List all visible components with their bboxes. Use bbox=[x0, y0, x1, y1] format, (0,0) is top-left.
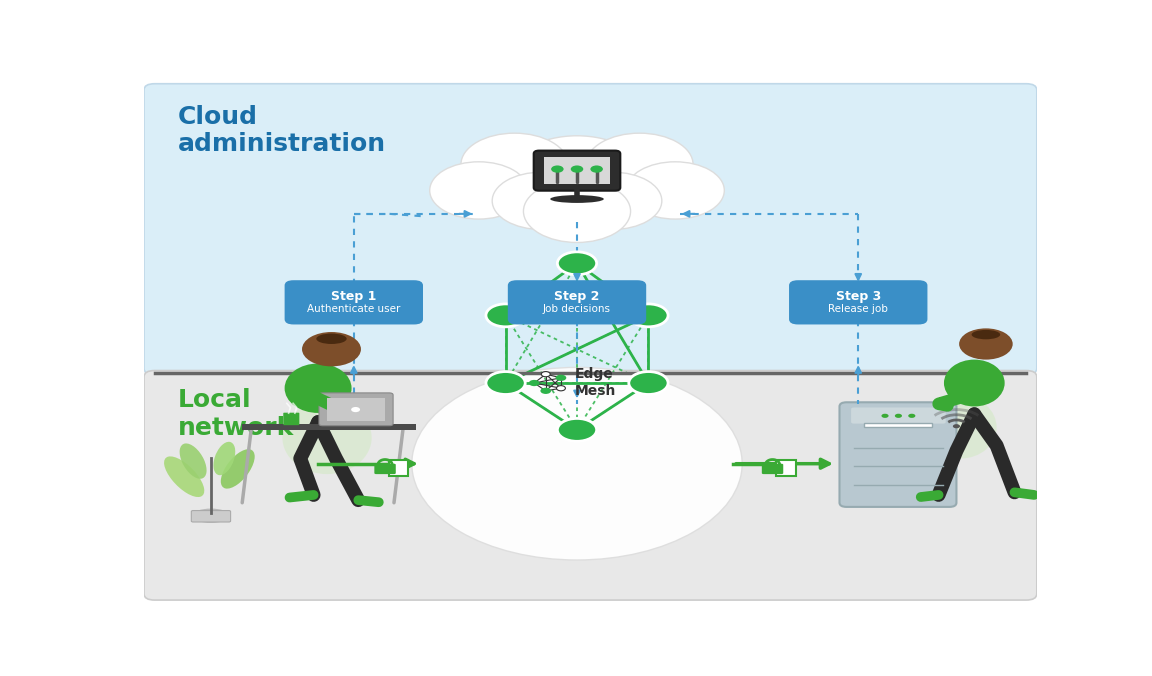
Text: Step 1: Step 1 bbox=[331, 289, 377, 303]
Circle shape bbox=[953, 424, 960, 429]
Circle shape bbox=[529, 380, 539, 386]
Circle shape bbox=[558, 418, 597, 441]
Circle shape bbox=[556, 385, 566, 391]
Circle shape bbox=[626, 162, 725, 219]
Circle shape bbox=[486, 372, 525, 395]
Text: Authenticate user: Authenticate user bbox=[308, 304, 401, 314]
Circle shape bbox=[492, 172, 591, 229]
Circle shape bbox=[570, 166, 583, 173]
FancyBboxPatch shape bbox=[285, 281, 423, 324]
Ellipse shape bbox=[282, 402, 372, 474]
Text: Step 3: Step 3 bbox=[835, 289, 881, 303]
Ellipse shape bbox=[971, 330, 1000, 339]
FancyBboxPatch shape bbox=[327, 398, 385, 421]
Circle shape bbox=[895, 414, 902, 418]
FancyBboxPatch shape bbox=[545, 157, 609, 185]
Circle shape bbox=[540, 388, 551, 394]
Circle shape bbox=[430, 162, 528, 219]
Ellipse shape bbox=[551, 195, 604, 203]
Circle shape bbox=[908, 414, 916, 418]
Text: Edge
Mesh: Edge Mesh bbox=[575, 367, 616, 398]
Circle shape bbox=[558, 252, 597, 274]
Text: Job decisions: Job decisions bbox=[543, 304, 611, 314]
Circle shape bbox=[412, 367, 742, 560]
Ellipse shape bbox=[194, 509, 229, 523]
Circle shape bbox=[302, 332, 361, 366]
Circle shape bbox=[563, 172, 661, 229]
Ellipse shape bbox=[943, 360, 1005, 406]
Circle shape bbox=[590, 166, 602, 173]
FancyBboxPatch shape bbox=[761, 464, 783, 474]
FancyBboxPatch shape bbox=[191, 510, 230, 522]
Ellipse shape bbox=[285, 364, 351, 413]
FancyBboxPatch shape bbox=[840, 402, 956, 507]
Circle shape bbox=[523, 180, 630, 243]
Circle shape bbox=[629, 304, 668, 327]
Text: Cloud
administration: Cloud administration bbox=[177, 105, 386, 156]
Circle shape bbox=[486, 304, 525, 327]
Ellipse shape bbox=[317, 333, 347, 344]
Circle shape bbox=[586, 133, 694, 195]
Circle shape bbox=[555, 375, 567, 381]
FancyBboxPatch shape bbox=[374, 464, 396, 474]
Text: Step 2: Step 2 bbox=[554, 289, 600, 303]
Ellipse shape bbox=[925, 396, 996, 458]
Ellipse shape bbox=[213, 442, 235, 475]
Circle shape bbox=[629, 372, 668, 395]
Circle shape bbox=[881, 414, 888, 418]
FancyBboxPatch shape bbox=[319, 393, 393, 426]
Ellipse shape bbox=[164, 456, 204, 497]
FancyBboxPatch shape bbox=[242, 424, 416, 430]
FancyBboxPatch shape bbox=[388, 460, 408, 476]
Text: Release job: Release job bbox=[828, 304, 888, 314]
Text: Local
network: Local network bbox=[177, 388, 294, 440]
FancyBboxPatch shape bbox=[283, 412, 300, 425]
Ellipse shape bbox=[221, 449, 255, 489]
FancyBboxPatch shape bbox=[533, 151, 620, 191]
Circle shape bbox=[541, 372, 551, 377]
FancyBboxPatch shape bbox=[508, 281, 646, 324]
FancyBboxPatch shape bbox=[864, 423, 932, 427]
Circle shape bbox=[551, 166, 563, 173]
FancyBboxPatch shape bbox=[851, 408, 946, 424]
Circle shape bbox=[510, 136, 644, 214]
FancyBboxPatch shape bbox=[144, 84, 1037, 375]
FancyBboxPatch shape bbox=[144, 370, 1037, 600]
Circle shape bbox=[461, 133, 568, 195]
FancyBboxPatch shape bbox=[776, 460, 796, 476]
FancyBboxPatch shape bbox=[789, 281, 927, 324]
Circle shape bbox=[351, 407, 361, 412]
Ellipse shape bbox=[180, 443, 206, 479]
Circle shape bbox=[960, 329, 1013, 360]
